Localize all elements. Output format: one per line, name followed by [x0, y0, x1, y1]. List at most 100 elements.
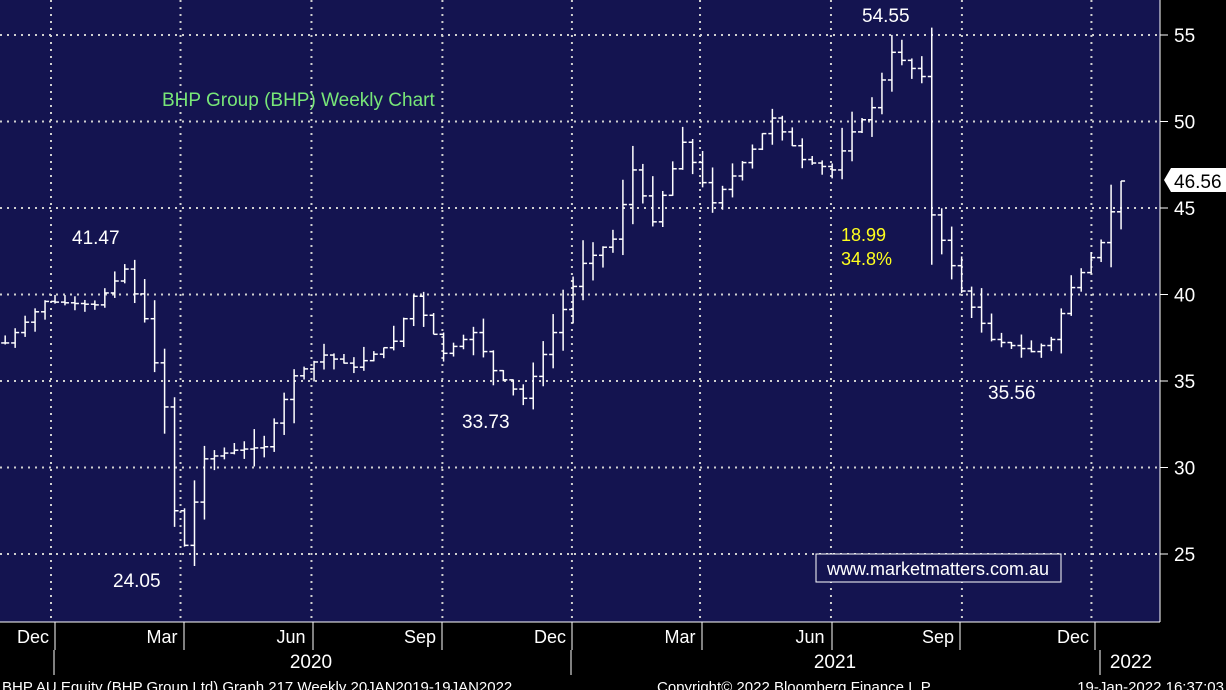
price-bar — [21, 315, 30, 337]
price-bar — [90, 300, 99, 310]
price-bar — [579, 240, 588, 301]
price-bar — [1097, 239, 1106, 263]
x-month-label: Sep — [404, 627, 436, 647]
price-bar — [848, 111, 857, 162]
price-bar — [300, 366, 309, 380]
price-bar — [897, 39, 906, 66]
x-year-label: 2022 — [1110, 652, 1152, 673]
price-bar — [80, 299, 89, 312]
price-bar — [1087, 251, 1096, 274]
y-tick-label: 55 — [1174, 26, 1195, 47]
footer-right: 19-Jan-2022 16:37:03 — [1077, 679, 1224, 690]
x-month-label: Mar — [665, 627, 696, 647]
price-bar — [539, 341, 548, 387]
price-bar — [190, 480, 199, 567]
price-bar — [648, 176, 657, 227]
watermark-box — [815, 553, 1062, 583]
price-bar — [509, 379, 518, 396]
x-year-label: 2020 — [290, 652, 332, 673]
price-bar — [100, 288, 109, 308]
price-bar — [41, 300, 50, 320]
right-axis-panel — [1160, 0, 1226, 622]
price-bar — [1, 335, 10, 345]
price-bar — [718, 185, 727, 210]
price-bar — [1077, 268, 1086, 292]
price-bar — [339, 353, 348, 364]
price-bar — [11, 328, 20, 348]
price-bar — [170, 397, 179, 527]
bottom-axis-panel — [0, 622, 1226, 690]
price-bar — [369, 351, 378, 362]
price-bar — [280, 392, 289, 435]
y-tick-label: 50 — [1174, 113, 1195, 134]
watermark: www.marketmatters.com.au — [826, 559, 1049, 579]
price-bar — [260, 435, 269, 458]
last-price-tag: 46.56 — [1164, 168, 1226, 193]
y-axis: 25 30 35 40 45 50 55 — [1160, 26, 1195, 566]
price-bar — [598, 246, 607, 268]
price-bar — [449, 342, 458, 357]
price-bar — [389, 325, 398, 351]
x-year-label: 2021 — [814, 652, 856, 673]
price-bar — [608, 229, 617, 253]
x-month-label: Dec — [1057, 627, 1089, 647]
price-bar — [429, 313, 438, 336]
price-bar — [310, 360, 319, 382]
footer-left: BHP AU Equity (BHP Group Ltd) Graph 217 … — [2, 679, 512, 690]
y-tick-label: 25 — [1174, 545, 1195, 566]
price-bar — [479, 318, 488, 358]
annotation-move-percent: 34.8% — [841, 249, 892, 269]
price-bar — [678, 126, 687, 170]
price-bar — [60, 295, 69, 306]
price-bar — [618, 179, 627, 256]
footer-center: Copyright© 2022 Bloomberg Finance L.P. — [657, 679, 933, 690]
price-bar — [977, 288, 986, 333]
price-bar — [140, 279, 149, 323]
annotation-high-2019: 41.47 — [72, 228, 120, 249]
price-bar — [51, 294, 60, 304]
price-bar — [419, 291, 428, 327]
price-bar — [738, 161, 747, 181]
price-bar — [1047, 336, 1056, 352]
price-bar — [947, 226, 956, 280]
price-bar — [220, 447, 229, 460]
price-bar — [150, 300, 159, 373]
price-bar — [887, 34, 896, 92]
y-tick-label: 35 — [1174, 372, 1195, 393]
price-bar — [708, 167, 717, 213]
price-bar — [927, 27, 936, 265]
price-bar — [1027, 340, 1036, 353]
annotation-low-2020: 24.05 — [113, 571, 161, 592]
price-bar — [858, 117, 867, 134]
price-bar — [967, 286, 976, 319]
y-tick-label: 40 — [1174, 286, 1195, 307]
price-bar — [290, 369, 299, 424]
price-bar — [120, 264, 129, 284]
price-bar — [349, 357, 358, 374]
price-bar — [409, 294, 418, 327]
price-bar — [1107, 184, 1116, 268]
price-bar — [270, 418, 279, 452]
price-bar — [1057, 308, 1066, 354]
price-bar — [70, 296, 79, 311]
price-bar — [867, 97, 876, 137]
y-tick-label: 45 — [1174, 199, 1195, 220]
price-bar — [1037, 343, 1046, 358]
price-bar — [459, 334, 468, 350]
price-bar — [1067, 275, 1076, 316]
price-bar — [838, 127, 847, 180]
price-bar — [469, 326, 478, 356]
price-bar — [549, 314, 558, 369]
price-bar — [1117, 180, 1126, 230]
price-bar — [768, 108, 777, 145]
x-month-label: Jun — [276, 627, 305, 647]
price-bar — [379, 346, 388, 359]
price-bar — [818, 160, 827, 175]
price-bar — [698, 150, 707, 188]
annotation-move-amount: 18.99 — [841, 225, 886, 245]
price-bar — [499, 369, 508, 382]
price-bar — [240, 441, 249, 459]
x-month-label: Jun — [795, 627, 824, 647]
price-bar — [658, 190, 667, 227]
